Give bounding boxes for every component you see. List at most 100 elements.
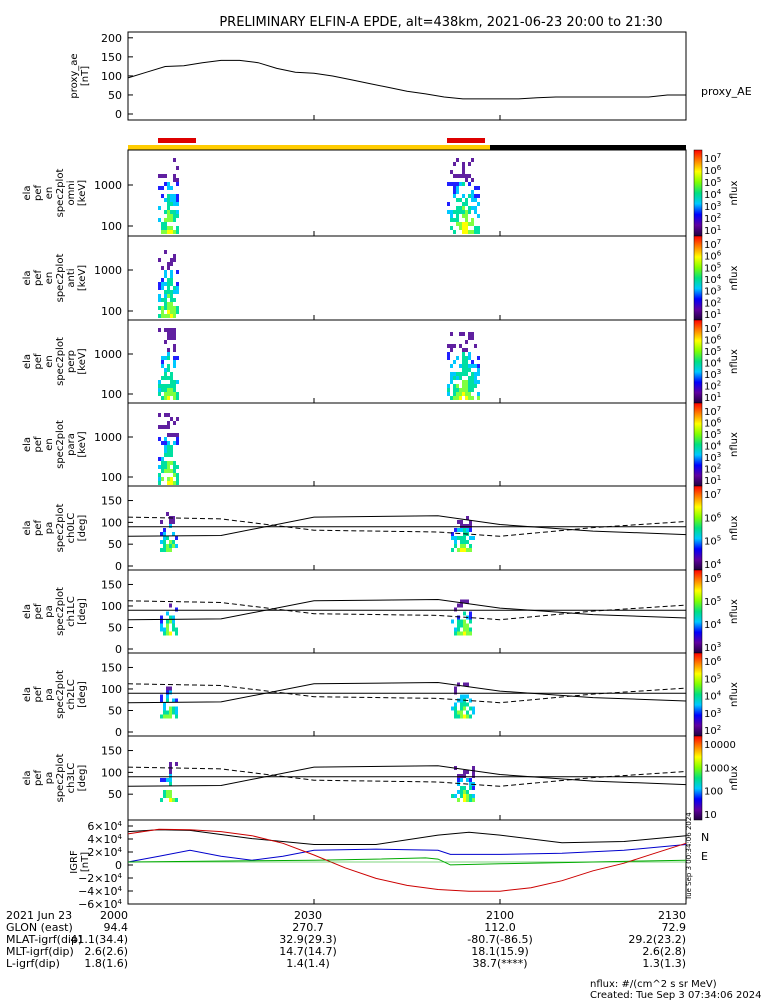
spectrogram-pixel bbox=[468, 352, 471, 356]
y-tick-label: 1000 bbox=[94, 264, 122, 277]
colorbar-tick-label: 106 bbox=[704, 655, 722, 668]
panel-ylabel: para bbox=[66, 433, 77, 456]
spectrogram-pixel bbox=[176, 433, 179, 437]
spectrogram-pixel bbox=[161, 469, 164, 473]
panel-ylabel: pa bbox=[44, 522, 55, 534]
colorbar-tick-label: 107 bbox=[704, 488, 721, 501]
orbit-dark-bar bbox=[490, 145, 686, 150]
spectrogram-pixel bbox=[447, 388, 450, 392]
spectrogram-pixel bbox=[170, 186, 173, 190]
colorbar-tick-label: 104 bbox=[704, 690, 722, 703]
spectrogram-pixel bbox=[457, 619, 460, 624]
spectrogram-pixel bbox=[466, 702, 469, 707]
y-tick-label: 1000 bbox=[94, 431, 122, 444]
footer-value: 2030 bbox=[294, 909, 322, 922]
y-tick-label: 100 bbox=[101, 70, 122, 83]
spectrogram-pixel bbox=[457, 774, 460, 778]
spectrogram-pixel bbox=[466, 524, 469, 528]
spectrogram-pixel bbox=[465, 388, 468, 392]
spectrogram-pixel bbox=[173, 210, 176, 214]
spectrogram-pixel bbox=[453, 396, 456, 400]
spectrogram-pixel bbox=[463, 623, 466, 628]
panel-ylabel: [keV] bbox=[77, 431, 88, 457]
spectrogram-pixel bbox=[164, 174, 167, 178]
spectrogram-pixel bbox=[471, 158, 474, 162]
spectrogram-pixel bbox=[453, 186, 456, 190]
panel-ylabel: [deg] bbox=[77, 681, 88, 708]
science-zone-marker bbox=[158, 138, 196, 143]
spectrogram-pixel bbox=[163, 536, 166, 540]
colorbar-tick-label: 1000 bbox=[704, 763, 729, 774]
spectrogram-pixel bbox=[164, 274, 167, 278]
spectrogram-pixel bbox=[166, 698, 169, 703]
spectrogram-pixel bbox=[472, 766, 475, 770]
spectrogram-pixel bbox=[163, 710, 166, 715]
spectrogram-pixel bbox=[459, 388, 462, 392]
spectrogram-pixel bbox=[465, 360, 468, 364]
spectrogram-pixel bbox=[164, 413, 167, 417]
spectrogram-pixel bbox=[164, 302, 167, 306]
spectrogram-pixel bbox=[164, 306, 167, 310]
spectrogram-pixel bbox=[161, 186, 164, 190]
colorbar-tick-label: 107 bbox=[704, 405, 721, 418]
spectrogram-pixel bbox=[176, 417, 179, 421]
spectrogram-pixel bbox=[167, 186, 170, 190]
spectrogram-pixel bbox=[173, 314, 176, 318]
spectrogram-pixel bbox=[462, 222, 465, 226]
spectrogram-pixel bbox=[163, 627, 166, 632]
spectrogram-pixel bbox=[170, 384, 173, 388]
spectrogram-pixel bbox=[164, 388, 167, 392]
spectrogram-pixel bbox=[158, 380, 161, 384]
spectrogram-pixel bbox=[161, 282, 164, 286]
spectrogram-pixel bbox=[158, 392, 161, 396]
spectrogram-pixel bbox=[170, 202, 173, 206]
spectrogram-pixel bbox=[466, 798, 469, 802]
spectrogram-pixel bbox=[456, 388, 459, 392]
spectrogram-pixel bbox=[457, 778, 460, 782]
spectrogram-pixel bbox=[167, 286, 170, 290]
spectrogram-pixel bbox=[176, 290, 179, 294]
spectrogram-pixel bbox=[462, 380, 465, 384]
spectrogram-pixel bbox=[173, 348, 176, 352]
spectrogram-pixel bbox=[166, 611, 169, 616]
legend-e: E bbox=[701, 850, 708, 863]
spectrogram-pixel bbox=[459, 364, 462, 368]
spectrogram-pixel bbox=[469, 544, 472, 548]
spectrogram-pixel bbox=[462, 392, 465, 396]
spectrogram-pixel bbox=[173, 360, 176, 364]
footer-value: 94.4 bbox=[104, 921, 129, 934]
spectrogram-pixel bbox=[456, 214, 459, 218]
spectrogram-pixel bbox=[167, 336, 170, 340]
spectrogram-pixel bbox=[460, 599, 463, 604]
spectrogram-pixel bbox=[167, 469, 170, 473]
panel-ylabel: ela bbox=[22, 185, 33, 200]
spectrogram-pixel bbox=[457, 698, 460, 703]
spectrogram-pixel bbox=[463, 627, 466, 632]
spectrogram-pixel bbox=[469, 631, 472, 636]
spectrogram-pixel bbox=[175, 710, 178, 715]
spectrogram-pixel bbox=[164, 425, 167, 429]
y-tick-label: 150 bbox=[101, 745, 122, 758]
spectrogram-pixel bbox=[164, 453, 167, 457]
spectrogram-pixel bbox=[471, 336, 474, 340]
spectrogram-pixel bbox=[462, 206, 465, 210]
spectrogram-pixel bbox=[450, 170, 453, 174]
spectrogram-pixel bbox=[463, 682, 466, 687]
spectrogram-pixel bbox=[466, 790, 469, 794]
colorbar bbox=[693, 569, 703, 654]
spectrogram-pixel bbox=[469, 536, 472, 540]
spectrogram-pixel bbox=[469, 798, 472, 802]
spectrogram-pixel bbox=[173, 158, 176, 162]
colorbar bbox=[693, 149, 703, 237]
spectrogram-pixel bbox=[465, 222, 468, 226]
spectrogram-pixel bbox=[474, 206, 477, 210]
spectrogram-pixel bbox=[454, 714, 457, 719]
spectrogram-pixel bbox=[167, 384, 170, 388]
spectrogram-pixel bbox=[166, 710, 169, 715]
y-tick-label: 6×104 bbox=[87, 820, 122, 833]
panel-ylabel: ch2LC bbox=[66, 679, 77, 710]
spectrogram-pixel bbox=[158, 206, 161, 210]
spectrogram-pixel bbox=[173, 356, 176, 360]
y-tick-label: 150 bbox=[101, 661, 122, 674]
spectrogram-pixel bbox=[173, 332, 176, 336]
